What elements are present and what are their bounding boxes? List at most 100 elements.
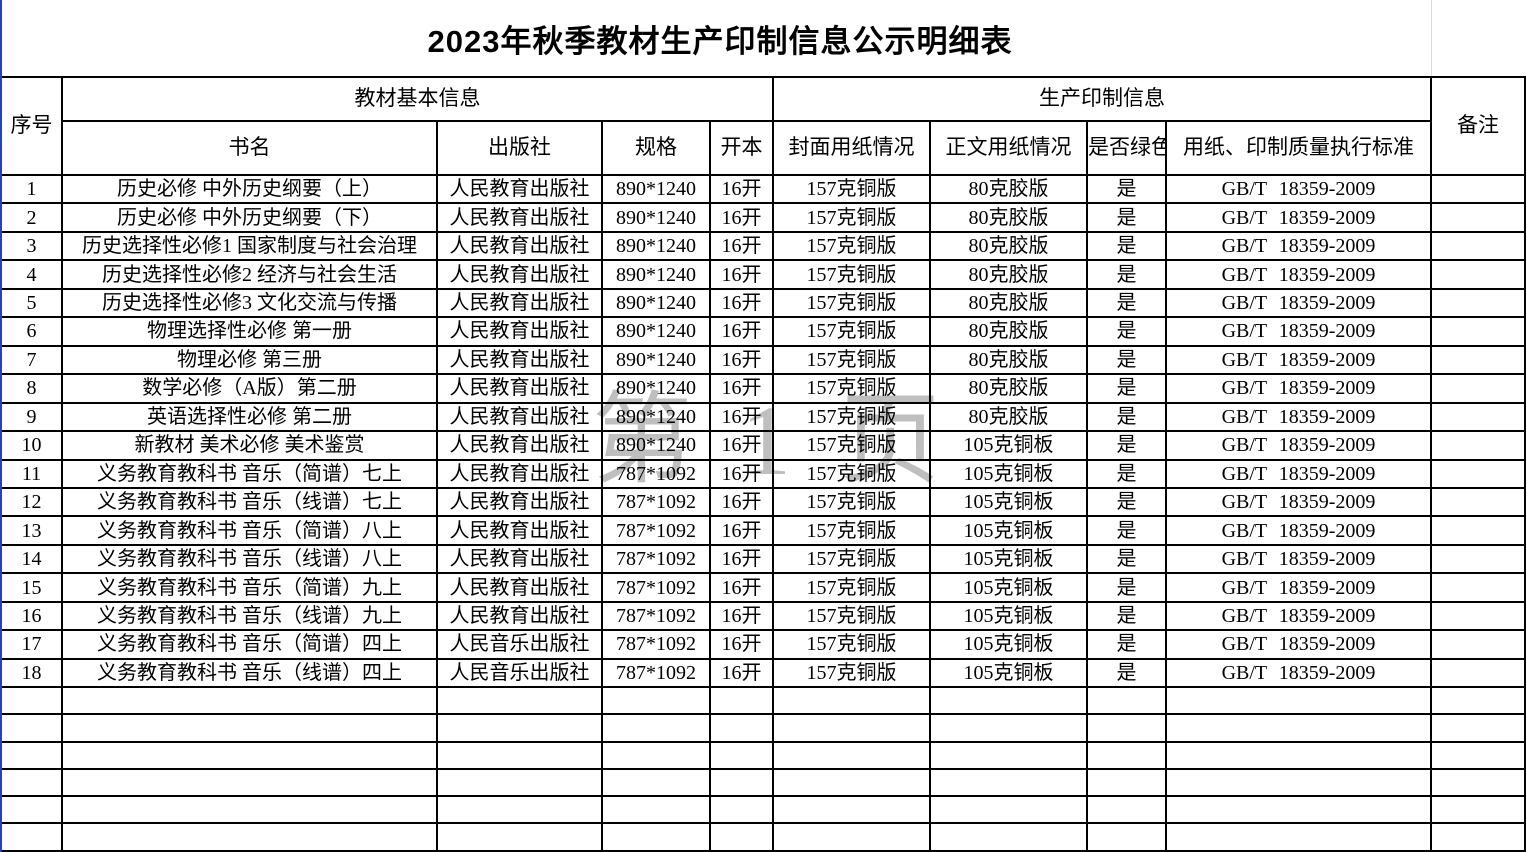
cell-format <box>709 795 774 825</box>
cell-spec: 787*1092 <box>601 458 711 490</box>
empty-table-row <box>2 713 1526 743</box>
col-header-remarks: 备注 <box>1430 76 1526 176</box>
cell-format: 16开 <box>709 344 774 376</box>
cell-book-name: 历史选择性必修3 文化交流与传播 <box>61 287 438 319</box>
cell-serial: 3 <box>2 230 63 262</box>
cell-body-paper <box>929 767 1088 798</box>
cell-book-name: 历史选择性必修2 经济与社会生活 <box>61 259 438 290</box>
cell-cover-paper: 157克铜版 <box>772 629 931 660</box>
cell-remarks <box>1430 401 1526 433</box>
cell-green-printing: 是 <box>1086 401 1167 433</box>
cell-spec <box>601 767 711 798</box>
cell-green-printing: 是 <box>1086 600 1167 632</box>
cell-format: 16开 <box>709 515 774 546</box>
table-row: 5 历史选择性必修3 文化交流与传播 人民教育出版社 890*1240 16开 … <box>2 287 1526 319</box>
cell-remarks <box>1430 795 1526 825</box>
cell-green-printing: 是 <box>1086 316 1167 347</box>
cell-book-name <box>61 686 438 716</box>
cell-spec <box>601 740 711 770</box>
cell-body-paper <box>929 822 1088 852</box>
cell-remarks <box>1430 767 1526 798</box>
cell-publisher: 人民教育出版社 <box>436 458 603 490</box>
cell-body-paper: 105克铜板 <box>929 657 1088 689</box>
cell-body-paper: 105克铜板 <box>929 543 1088 575</box>
table-row: 15 义务教育教科书 音乐（简谱）九上 人民教育出版社 787*1092 16开… <box>2 572 1526 603</box>
cell-remarks <box>1430 173 1526 205</box>
cell-remarks <box>1430 822 1526 852</box>
cell-body-paper <box>929 713 1088 743</box>
cell-green-printing: 是 <box>1086 259 1167 290</box>
cell-format: 16开 <box>709 657 774 689</box>
cell-publisher: 人民教育出版社 <box>436 173 603 205</box>
col-header-quality-standard: 用纸、印制质量执行标准 <box>1165 120 1432 176</box>
cell-quality-standard: GB/T 18359-2009 <box>1165 316 1432 347</box>
cell-cover-paper: 157克铜版 <box>772 515 931 546</box>
cell-format <box>709 822 774 852</box>
cell-remarks <box>1430 486 1526 518</box>
cell-cover-paper: 157克铜版 <box>772 344 931 376</box>
cell-publisher: 人民教育出版社 <box>436 401 603 433</box>
cell-spec <box>601 686 711 716</box>
table-row: 2 历史必修 中外历史纲要（下） 人民教育出版社 890*1240 16开 15… <box>2 202 1526 233</box>
cell-serial: 12 <box>2 486 63 518</box>
cell-book-name: 英语选择性必修 第二册 <box>61 401 438 433</box>
cell-serial <box>2 713 63 743</box>
cell-quality-standard <box>1165 713 1432 743</box>
cell-publisher: 人民教育出版社 <box>436 230 603 262</box>
cell-cover-paper <box>772 767 931 798</box>
cell-body-paper: 80克胶版 <box>929 401 1088 433</box>
cell-green-printing: 是 <box>1086 657 1167 689</box>
cell-serial: 13 <box>2 515 63 546</box>
cell-body-paper: 105克铜板 <box>929 629 1088 660</box>
empty-table-row <box>2 686 1526 716</box>
table-body: 1 历史必修 中外历史纲要（上） 人民教育出版社 890*1240 16开 15… <box>2 173 1526 852</box>
cell-publisher: 人民教育出版社 <box>436 202 603 233</box>
cell-body-paper: 80克胶版 <box>929 344 1088 376</box>
gridline <box>1431 0 1432 76</box>
table-row: 13 义务教育教科书 音乐（简谱）八上 人民教育出版社 787*1092 16开… <box>2 515 1526 546</box>
empty-table-row <box>2 795 1526 825</box>
cell-format <box>709 767 774 798</box>
cell-body-paper: 80克胶版 <box>929 373 1088 404</box>
col-header-cover-paper: 封面用纸情况 <box>772 120 931 176</box>
cell-quality-standard: GB/T 18359-2009 <box>1165 430 1432 461</box>
cell-remarks <box>1430 740 1526 770</box>
cell-green-printing <box>1086 713 1167 743</box>
cell-quality-standard <box>1165 822 1432 852</box>
table-row: 10 新教材 美术必修 美术鉴赏 人民教育出版社 890*1240 16开 15… <box>2 430 1526 461</box>
cell-publisher <box>436 795 603 825</box>
cell-book-name: 义务教育教科书 音乐（简谱）七上 <box>61 458 438 490</box>
cell-body-paper: 80克胶版 <box>929 202 1088 233</box>
cell-cover-paper <box>772 822 931 852</box>
cell-format: 16开 <box>709 629 774 660</box>
cell-publisher <box>436 713 603 743</box>
cell-publisher: 人民教育出版社 <box>436 373 603 404</box>
cell-cover-paper: 157克铜版 <box>772 202 931 233</box>
cell-spec: 890*1240 <box>601 373 711 404</box>
cell-green-printing: 是 <box>1086 458 1167 490</box>
cell-format: 16开 <box>709 202 774 233</box>
cell-cover-paper: 157克铜版 <box>772 316 931 347</box>
col-header-serial: 序号 <box>2 76 63 176</box>
cell-serial: 11 <box>2 458 63 490</box>
cell-quality-standard <box>1165 795 1432 825</box>
cell-cover-paper: 157克铜版 <box>772 458 931 490</box>
cell-book-name: 新教材 美术必修 美术鉴赏 <box>61 430 438 461</box>
cell-remarks <box>1430 515 1526 546</box>
cell-book-name: 物理选择性必修 第一册 <box>61 316 438 347</box>
cell-remarks <box>1430 344 1526 376</box>
cell-serial: 16 <box>2 600 63 632</box>
cell-body-paper: 80克胶版 <box>929 259 1088 290</box>
cell-quality-standard: GB/T 18359-2009 <box>1165 173 1432 205</box>
cell-book-name <box>61 767 438 798</box>
cell-cover-paper: 157克铜版 <box>772 572 931 603</box>
cell-spec: 787*1092 <box>601 629 711 660</box>
cell-book-name <box>61 740 438 770</box>
cell-remarks <box>1430 287 1526 319</box>
cell-quality-standard: GB/T 18359-2009 <box>1165 486 1432 518</box>
cell-body-paper <box>929 686 1088 716</box>
cell-spec: 890*1240 <box>601 344 711 376</box>
cell-cover-paper: 157克铜版 <box>772 230 931 262</box>
cell-publisher: 人民教育出版社 <box>436 430 603 461</box>
